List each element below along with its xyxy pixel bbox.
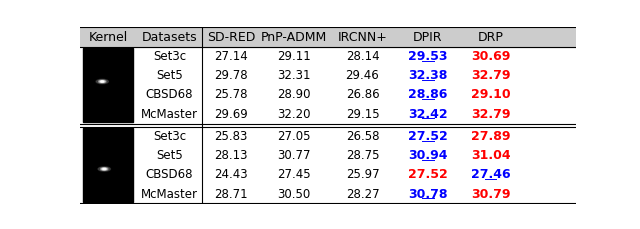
Text: 26.58: 26.58 — [346, 130, 380, 143]
Text: 27.45: 27.45 — [278, 169, 311, 181]
Text: 32.79: 32.79 — [471, 108, 511, 121]
Text: 24.43: 24.43 — [214, 169, 248, 181]
Text: DRP: DRP — [478, 31, 504, 44]
Text: 32.42: 32.42 — [408, 108, 448, 121]
Text: SD-RED: SD-RED — [207, 31, 255, 44]
Text: 29.10: 29.10 — [471, 88, 511, 101]
Text: 28.14: 28.14 — [346, 50, 380, 63]
Circle shape — [98, 167, 111, 171]
Text: 28.13: 28.13 — [214, 149, 248, 162]
Circle shape — [99, 80, 106, 83]
Text: McMaster: McMaster — [141, 108, 198, 121]
Bar — [83, 48, 134, 122]
Text: IRCNN+: IRCNN+ — [337, 31, 387, 44]
Text: 28.71: 28.71 — [214, 188, 248, 201]
Text: 30.77: 30.77 — [278, 149, 311, 162]
Text: 25.78: 25.78 — [214, 88, 248, 101]
Text: 30.50: 30.50 — [278, 188, 311, 201]
Text: McMaster: McMaster — [141, 188, 198, 201]
Text: DPIR: DPIR — [413, 31, 443, 44]
Text: 29.11: 29.11 — [277, 50, 311, 63]
Text: 27.52: 27.52 — [408, 169, 448, 181]
Text: Kernel: Kernel — [89, 31, 128, 44]
Text: 30.78: 30.78 — [408, 188, 448, 201]
Text: 32.79: 32.79 — [471, 69, 511, 82]
Text: 31.04: 31.04 — [471, 149, 511, 162]
Text: 28.90: 28.90 — [278, 88, 311, 101]
Text: 27.05: 27.05 — [278, 130, 311, 143]
Text: Set3c: Set3c — [153, 130, 186, 143]
Text: Datasets: Datasets — [141, 31, 197, 44]
Text: CBSD68: CBSD68 — [146, 169, 193, 181]
Text: 27.52: 27.52 — [408, 130, 448, 143]
Circle shape — [102, 168, 107, 170]
Circle shape — [100, 168, 108, 170]
Text: CBSD68: CBSD68 — [146, 88, 193, 101]
Text: 30.79: 30.79 — [471, 188, 511, 201]
Text: Set5: Set5 — [156, 149, 183, 162]
Text: 29.78: 29.78 — [214, 69, 248, 82]
Text: 27.89: 27.89 — [471, 130, 511, 143]
Bar — [83, 128, 134, 202]
Text: 25.97: 25.97 — [346, 169, 380, 181]
Text: 29.46: 29.46 — [346, 69, 380, 82]
Text: 28.86: 28.86 — [408, 88, 447, 101]
Text: 30.69: 30.69 — [471, 50, 511, 63]
Text: 26.86: 26.86 — [346, 88, 380, 101]
Text: 27.46: 27.46 — [471, 169, 511, 181]
Text: 29.69: 29.69 — [214, 108, 248, 121]
Circle shape — [101, 81, 104, 82]
Circle shape — [100, 81, 104, 82]
Text: 28.75: 28.75 — [346, 149, 380, 162]
Text: 29.15: 29.15 — [346, 108, 380, 121]
Bar — [80, 27, 576, 47]
Text: 28.27: 28.27 — [346, 188, 380, 201]
Text: Set5: Set5 — [156, 69, 183, 82]
Text: 25.83: 25.83 — [214, 130, 248, 143]
Text: 32.38: 32.38 — [408, 69, 447, 82]
Circle shape — [96, 79, 108, 84]
Text: 30.94: 30.94 — [408, 149, 448, 162]
Text: 32.20: 32.20 — [278, 108, 311, 121]
Text: Set3c: Set3c — [153, 50, 186, 63]
Text: 27.14: 27.14 — [214, 50, 248, 63]
Text: 32.31: 32.31 — [278, 69, 311, 82]
Text: 29.53: 29.53 — [408, 50, 448, 63]
Text: PnP-ADMM: PnP-ADMM — [261, 31, 328, 44]
